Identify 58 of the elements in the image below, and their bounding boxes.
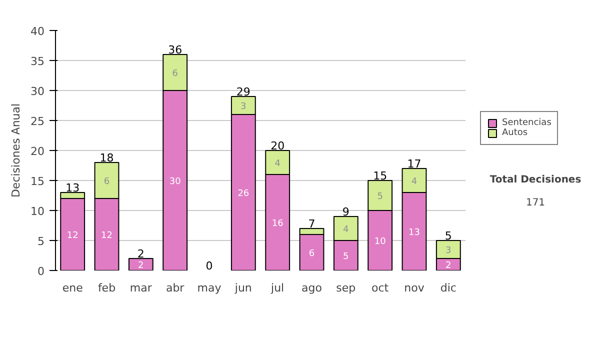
data-label: 4 — [411, 177, 418, 187]
data-label: 6 — [308, 249, 315, 259]
y-tick-label: 10 — [30, 205, 45, 218]
data-label: 16 — [272, 219, 284, 229]
data-label: 6 — [104, 177, 110, 187]
data-label: 2 — [446, 261, 452, 271]
legend-label: Sentencias — [502, 118, 552, 128]
total-label: 20 — [270, 140, 285, 152]
y-tick-label: 25 — [30, 115, 45, 128]
y-tick-label: 15 — [30, 175, 45, 188]
x-tick-label: abr — [166, 282, 185, 294]
data-label: 30 — [169, 177, 182, 187]
total-label: 29 — [236, 86, 250, 98]
data-label: 26 — [238, 189, 250, 199]
x-tick-label: feb — [98, 282, 116, 294]
total-label: 0 — [206, 260, 213, 272]
data-label: 3 — [446, 246, 452, 256]
x-tick-label: oct — [372, 282, 390, 294]
total-label: 15 — [373, 170, 388, 182]
data-label: 12 — [101, 231, 112, 241]
total-label: 7 — [308, 218, 316, 230]
x-tick-label: mar — [130, 282, 152, 294]
data-label: 5 — [377, 192, 383, 202]
text: Total Decisiones — [490, 174, 582, 186]
data-label: 2 — [138, 261, 144, 271]
text: 171 — [526, 198, 546, 208]
x-tick-label: may — [197, 282, 222, 294]
y-axis-title: Decisiones Anual — [10, 103, 23, 198]
total-label: 13 — [66, 182, 80, 194]
data-label: 6 — [172, 69, 178, 79]
total-label: 2 — [137, 248, 144, 260]
x-tick-label: jul — [270, 282, 284, 294]
x-tick-label: jun — [234, 282, 252, 294]
y-tick-label: 0 — [38, 265, 44, 278]
data-label: 4 — [343, 225, 350, 235]
total-label: 17 — [407, 158, 422, 170]
total-label: 18 — [100, 152, 114, 164]
y-tick-label: 5 — [38, 235, 44, 248]
total-label: 5 — [444, 230, 452, 242]
data-label: 13 — [408, 228, 420, 238]
x-tick-label: dic — [440, 282, 456, 294]
data-label: 12 — [66, 231, 78, 241]
x-tick-label: ene — [62, 282, 84, 294]
data-label: 4 — [274, 159, 281, 169]
x-tick-label: nov — [404, 282, 425, 294]
total-label: 9 — [342, 206, 350, 218]
data-label: 3 — [240, 102, 246, 112]
y-tick-label: 30 — [30, 85, 45, 98]
data-label: 10 — [374, 237, 386, 247]
y-tick-label: 40 — [30, 25, 45, 38]
data-label: 5 — [343, 252, 349, 262]
bar — [128, 258, 154, 270]
x-tick-label: ago — [302, 282, 322, 294]
legend-label: Autos — [502, 128, 528, 138]
y-tick-label: 20 — [30, 145, 45, 158]
total-label: 36 — [168, 44, 182, 56]
y-tick-label: 35 — [30, 55, 45, 68]
x-tick-label: sep — [336, 282, 356, 294]
